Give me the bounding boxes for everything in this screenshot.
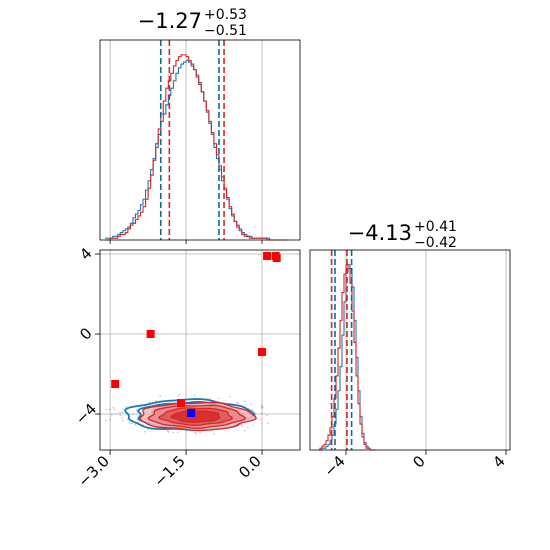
joint-sample-point: [262, 406, 264, 409]
right-x-tick-label: 4: [489, 452, 508, 471]
joint-truth-marker: [177, 399, 186, 407]
joint-y-tick-label: −4: [72, 400, 100, 428]
joint-sample-point: [109, 418, 111, 421]
joint-sample-point: [199, 431, 201, 434]
joint-sample-point: [147, 428, 149, 431]
joint-sample-point: [261, 405, 263, 408]
joint-sample-point: [260, 412, 263, 415]
joint-sample-point: [259, 418, 261, 420]
top-hist-series-1: [105, 59, 288, 241]
joint-sample-point: [172, 431, 174, 434]
joint-y-tick-label: 0: [76, 324, 95, 343]
joint-truth-marker: [111, 380, 120, 388]
joint-sample-point: [266, 414, 268, 417]
joint-best-marker: [187, 409, 196, 417]
joint-truth-marker: [146, 330, 155, 338]
param2-title-plus: +0.41: [414, 219, 457, 235]
joint-sample-point: [244, 430, 246, 432]
param2-title-minus: −0.42: [414, 235, 457, 251]
joint-contour-panel: −3.0 −1.5 0.0 −4 0 4: [72, 244, 301, 491]
joint-sample-point: [261, 423, 263, 425]
joint-sample-point: [142, 423, 144, 425]
joint-sample-point: [111, 414, 113, 416]
joint-sample-point: [132, 413, 134, 416]
right-x-tick-label: −4: [320, 452, 348, 480]
param2-title-value: −4.13: [348, 221, 412, 245]
joint-sample-point: [218, 397, 220, 400]
right-hist-series-2: [318, 264, 376, 451]
joint-sample-point: [260, 404, 263, 407]
joint-sample-point: [213, 433, 215, 435]
joint-sample-point: [252, 424, 254, 427]
joint-sample-point: [105, 420, 107, 422]
joint-sample-point: [112, 406, 115, 409]
joint-sample-point: [149, 401, 151, 404]
joint-x-tick-label: −3.0: [74, 452, 112, 490]
joint-sample-point: [177, 395, 180, 397]
joint-truth-marker: [258, 348, 267, 356]
joint-sample-point: [241, 425, 243, 427]
joint-truth-marker: [272, 254, 281, 262]
joint-sample-point: [119, 414, 122, 416]
joint-sample-point: [126, 418, 128, 421]
joint-sample-point: [167, 430, 169, 432]
joint-sample-point: [155, 400, 158, 402]
joint-sample-point: [113, 408, 115, 411]
top-panel-frame: [99, 39, 301, 241]
top-hist-series-2: [105, 54, 288, 241]
joint-sample-point: [167, 431, 170, 433]
joint-sample-point: [256, 418, 258, 421]
param1-title-value: −1.27: [138, 9, 202, 33]
joint-sample-point: [177, 431, 179, 434]
joint-sample-point: [193, 394, 196, 396]
joint-sample-point: [237, 402, 239, 405]
joint-sample-point: [137, 421, 139, 423]
joint-sample-point: [105, 408, 107, 411]
joint-truth-marker: [263, 252, 272, 260]
joint-sample-point: [135, 409, 138, 411]
joint-sample-point: [250, 403, 252, 405]
panel-titles: −1.27 +0.53−0.51 −4.13 +0.41−0.42: [138, 7, 457, 251]
joint-sample-point: [240, 423, 242, 426]
joint-sample-point: [143, 431, 146, 433]
joint-x-tick-label: 0.0: [235, 452, 265, 482]
joint-sample-point: [108, 408, 111, 411]
joint-sample-point: [131, 422, 133, 425]
joint-sample-point: [252, 409, 254, 411]
param2-marginal-panel: −4 0 4: [309, 249, 511, 480]
right-x-tick-label: 0: [409, 452, 428, 471]
joint-sample-point: [122, 408, 124, 410]
joint-contour-series-2: [170, 409, 221, 423]
joint-sample-point: [195, 432, 198, 435]
joint-sample-point: [209, 397, 212, 400]
joint-sample-point: [129, 422, 131, 425]
joint-sample-point: [125, 405, 127, 408]
joint-panel-frame: [99, 249, 301, 451]
joint-sample-point: [229, 396, 231, 398]
joint-sample-point: [122, 420, 124, 422]
joint-sample-point: [121, 412, 123, 414]
right-panel-frame: [309, 249, 511, 451]
joint-sample-point: [244, 400, 246, 403]
joint-y-tick-label: 4: [76, 244, 95, 263]
joint-sample-point: [119, 411, 121, 414]
joint-sample-point: [134, 424, 136, 426]
joint-sample-point: [159, 395, 161, 397]
param1-title-plus: +0.53: [204, 7, 247, 23]
joint-sample-point: [247, 426, 249, 429]
joint-sample-point: [115, 413, 118, 415]
joint-sample-point: [261, 407, 263, 409]
param1-marginal-panel: [99, 39, 301, 244]
joint-sample-point: [236, 401, 238, 404]
joint-sample-point: [194, 431, 196, 434]
joint-sample-point: [267, 422, 269, 425]
joint-sample-point: [121, 417, 123, 419]
param1-title-minus: −0.51: [204, 23, 247, 39]
joint-x-tick-label: −1.5: [150, 452, 188, 490]
joint-sample-point: [178, 393, 181, 396]
